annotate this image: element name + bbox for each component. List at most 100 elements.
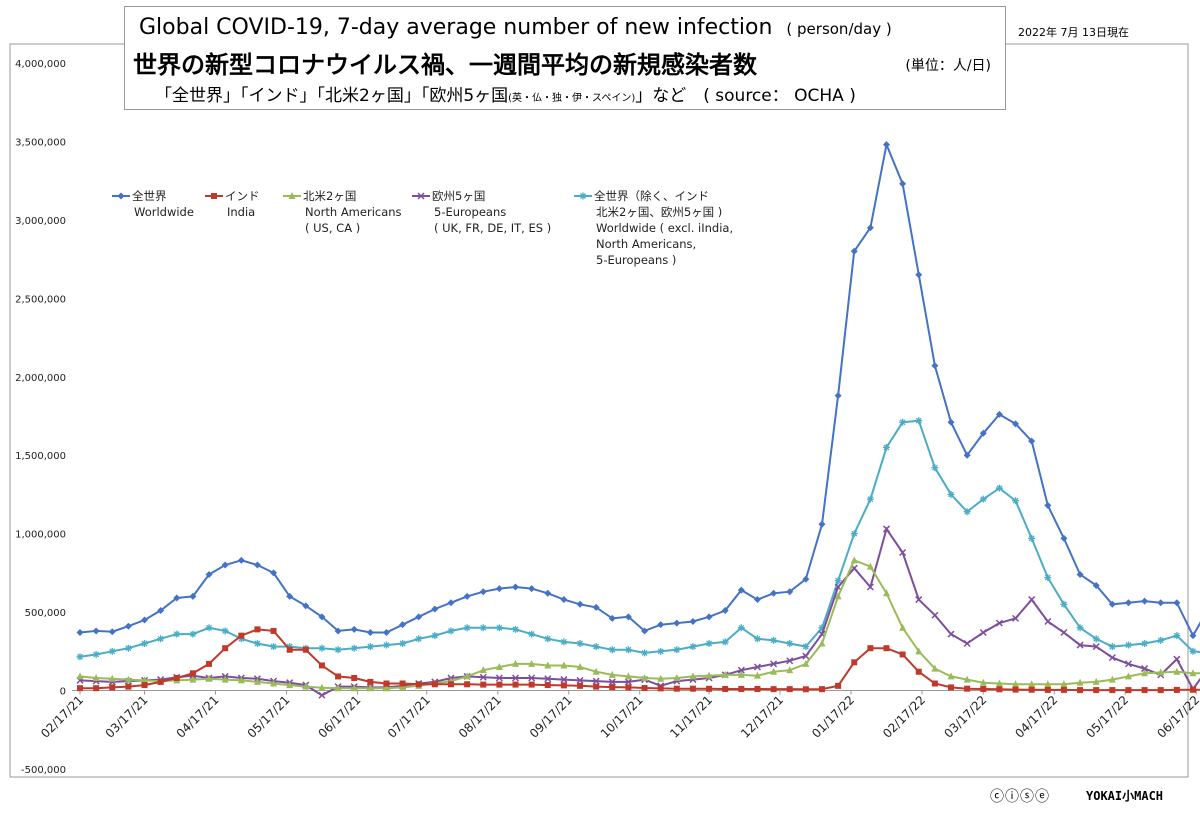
y-tick-label: 3,000,000	[15, 216, 66, 227]
data-point	[948, 684, 955, 691]
data-point	[383, 680, 390, 687]
data-point	[1189, 647, 1197, 655]
legend-label: Worldwide	[134, 205, 194, 219]
data-point	[979, 678, 987, 686]
data-point	[334, 684, 342, 692]
series-0	[76, 141, 1200, 640]
data-point	[189, 630, 197, 638]
data-point	[463, 672, 471, 680]
data-point	[721, 638, 729, 646]
data-point	[592, 603, 600, 611]
data-point	[915, 647, 923, 655]
data-point	[753, 663, 761, 671]
data-point	[592, 667, 600, 675]
data-point	[979, 628, 987, 637]
data-point	[1076, 570, 1084, 578]
x-tick-label: 10/17/21	[598, 693, 646, 741]
data-point	[657, 621, 665, 629]
data-point	[882, 525, 891, 533]
data-point	[1028, 686, 1035, 693]
data-point	[980, 685, 987, 692]
data-point	[92, 674, 100, 682]
data-point	[157, 635, 165, 643]
data-point	[415, 613, 423, 621]
as-of-date: 2022年 7月 13日現在	[1018, 26, 1129, 39]
data-point	[117, 192, 125, 200]
legend-label: 5-Europeans	[434, 205, 506, 219]
data-point	[173, 675, 180, 682]
x-tick-label: 04/17/21	[174, 693, 222, 741]
x-tick-label: 04/17/22	[1012, 693, 1060, 741]
data-point	[544, 675, 552, 683]
data-point	[834, 577, 842, 585]
data-point	[480, 681, 487, 688]
legend-item: 欧州5ヶ国 5-Europeans ( UK, FR, DE, IT, ES )	[412, 189, 551, 235]
data-point	[1028, 534, 1036, 542]
subtitle-end: 」など ( source： OCHA )	[635, 86, 856, 106]
data-point	[495, 585, 503, 593]
data-point	[399, 621, 407, 629]
data-point	[802, 659, 810, 667]
data-point	[189, 675, 197, 683]
data-point	[222, 645, 229, 652]
data-point	[189, 670, 196, 677]
data-point	[560, 676, 568, 684]
data-point	[1076, 641, 1084, 649]
data-point	[1060, 628, 1068, 637]
data-point	[270, 569, 278, 577]
data-point	[211, 193, 217, 199]
series-line	[79, 419, 1200, 658]
data-point	[464, 681, 471, 688]
data-point	[593, 683, 600, 690]
data-point	[1092, 635, 1100, 643]
data-point	[689, 672, 697, 680]
legend-label: 欧州5ヶ国	[432, 189, 485, 203]
data-point	[76, 672, 84, 680]
data-point	[238, 632, 245, 639]
data-point	[544, 635, 552, 643]
data-point	[786, 639, 794, 647]
data-point	[1044, 617, 1052, 626]
data-point	[1157, 599, 1165, 607]
data-point	[1173, 686, 1180, 693]
data-point	[963, 675, 971, 683]
data-point	[770, 667, 778, 675]
data-point	[334, 627, 342, 635]
data-point	[608, 646, 616, 654]
data-point	[576, 639, 584, 647]
data-point	[286, 646, 293, 653]
data-point	[350, 684, 358, 692]
data-point	[1173, 655, 1181, 663]
data-point	[786, 588, 794, 596]
data-point	[496, 681, 503, 688]
data-point	[899, 180, 907, 188]
data-point	[1028, 596, 1036, 604]
data-point	[302, 682, 310, 690]
data-point	[447, 599, 455, 607]
x-tick-label: 02/17/21	[38, 693, 86, 741]
data-point	[786, 666, 794, 674]
data-point	[866, 495, 874, 503]
title-jp: 世界の新型コロナウイルス禍、一週間平均の新規感染者数	[133, 51, 757, 79]
data-point	[802, 652, 810, 660]
data-point	[1044, 686, 1051, 693]
data-point	[786, 686, 793, 693]
data-point	[512, 583, 520, 591]
data-point	[1077, 687, 1084, 694]
data-point	[221, 627, 229, 635]
x-tick-label: 11/17/21	[667, 693, 715, 741]
legend-label: 北米2ヶ国	[303, 189, 356, 203]
data-point	[382, 641, 390, 649]
data-point	[479, 673, 487, 681]
data-point	[512, 681, 519, 688]
data-point	[417, 192, 425, 200]
data-point	[141, 639, 149, 647]
data-point	[108, 674, 116, 682]
data-point	[253, 639, 261, 647]
title-en-text: Global COVID-19, 7-day average number of…	[139, 15, 773, 40]
data-point	[1012, 497, 1020, 505]
data-point	[415, 681, 422, 688]
data-point	[834, 392, 842, 400]
data-point	[528, 585, 536, 593]
